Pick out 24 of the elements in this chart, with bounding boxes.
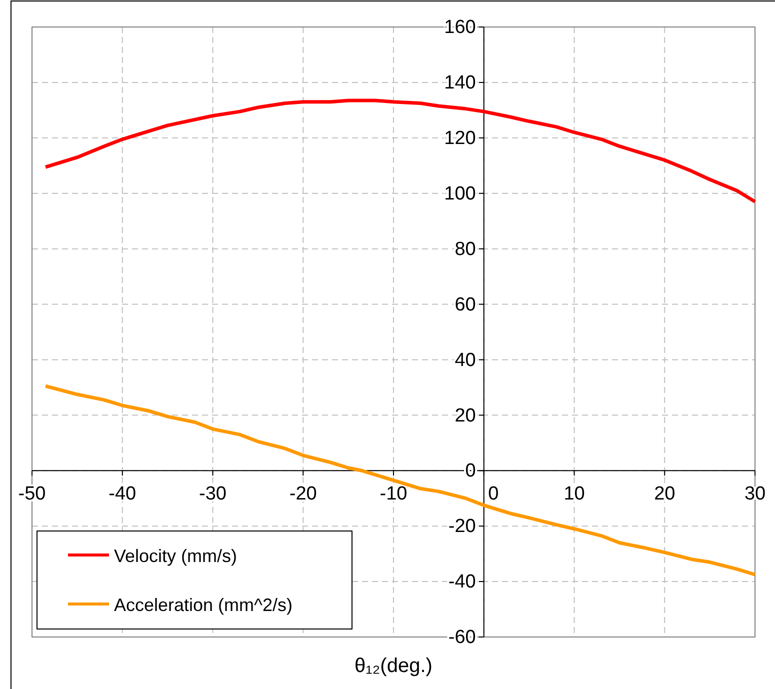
- x-tick-label: 20: [654, 484, 676, 505]
- legend-label: Acceleration (mm^2/s): [114, 595, 292, 615]
- line-series: [44, 98, 757, 204]
- x-tick-label: -20: [289, 484, 317, 505]
- x-tick-label: -50: [18, 484, 46, 505]
- x-tick-label: -10: [380, 484, 408, 505]
- legend-label: Velocity (mm/s): [114, 546, 238, 566]
- y-tick-label: 120: [444, 128, 476, 149]
- y-tick-label: 100: [444, 183, 476, 204]
- x-tick-label: -30: [199, 484, 226, 505]
- y-tick-label: 40: [454, 350, 476, 371]
- y-tick-label: 80: [454, 238, 476, 260]
- x-tick-label: 0: [488, 484, 499, 505]
- x-axis-title: θ₁₂(deg.): [354, 655, 432, 677]
- y-tick-label: -20: [448, 516, 476, 538]
- y-tick-label: 160: [444, 17, 476, 38]
- x-tick-label: 30: [744, 484, 766, 505]
- x-tick-label: 10: [564, 484, 585, 505]
- y-tick-label: 20: [454, 405, 476, 426]
- y-tick-label: -60: [448, 627, 476, 648]
- y-tick-label: 60: [454, 294, 476, 316]
- y-tick-label: 140: [444, 72, 476, 94]
- y-tick-label: -40: [448, 572, 476, 593]
- x-tick-label: -40: [108, 484, 136, 505]
